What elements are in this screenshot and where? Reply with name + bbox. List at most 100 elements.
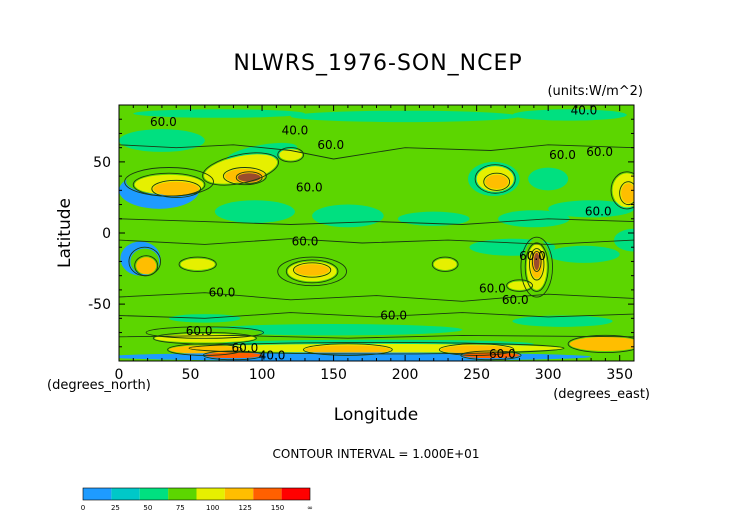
contour-line	[529, 248, 545, 281]
value-region	[304, 345, 391, 354]
contour-line	[610, 171, 634, 210]
x-tick-label: 350	[606, 367, 633, 383]
value-region	[548, 245, 620, 263]
value-region	[512, 315, 613, 327]
colorbar-swatch	[196, 488, 225, 500]
contour-line	[119, 218, 634, 225]
contour-line	[167, 343, 243, 356]
value-region	[397, 211, 470, 226]
contour-label: 60.0	[150, 115, 177, 129]
x-tick-label: 0	[115, 367, 124, 383]
y-axis-label: Latitude	[55, 198, 75, 268]
contour-line	[303, 343, 393, 356]
contour-label: 40.0	[259, 348, 286, 362]
contour-line	[474, 164, 516, 194]
x-axis: 0 50 100 150 200 250 300 350	[115, 105, 635, 383]
contour-line	[119, 292, 634, 302]
contour-line	[119, 312, 634, 319]
colorbar-label: 100	[206, 504, 219, 512]
contour-line	[222, 167, 267, 186]
contour-label: 40.0	[282, 124, 309, 138]
value-region	[613, 228, 634, 252]
y-tick-label: -50	[88, 297, 111, 313]
colorbar-label: ∞	[307, 504, 313, 512]
contour-line	[145, 326, 265, 339]
value-region	[290, 110, 520, 123]
value-region	[180, 258, 215, 270]
colorbar-swatch	[139, 488, 169, 500]
value-region	[237, 173, 261, 182]
x-tick-label: 150	[320, 367, 347, 383]
value-region	[569, 336, 634, 352]
x-tick-label: 50	[182, 367, 200, 383]
value-region	[433, 258, 457, 270]
value-region	[294, 264, 330, 276]
contour-label: 60.0	[232, 341, 259, 355]
plot-area: 60.040.060.060.060.0 60.040.060.060.060.0…	[119, 104, 634, 362]
contour-label: 60.0	[380, 308, 407, 322]
colorbar-swatch	[281, 488, 310, 500]
contour-line	[235, 171, 263, 184]
contour-line	[285, 259, 339, 284]
x-tick-label: 300	[535, 367, 562, 383]
contour-line	[178, 256, 217, 272]
contour-line	[567, 334, 634, 353]
value-region	[512, 109, 627, 121]
value-region	[498, 210, 570, 228]
contour-label: 60.0	[585, 205, 612, 219]
value-region	[204, 324, 463, 336]
contour-line	[277, 256, 347, 287]
contour-label: 60.0	[489, 347, 516, 361]
contour-line	[619, 181, 634, 206]
contour-line	[293, 262, 332, 278]
contour-line	[119, 334, 634, 339]
chart-units: (units:W/m^2)	[547, 84, 643, 99]
colorbar-label: 25	[111, 504, 120, 512]
x-unit-note: (degrees_east)	[553, 387, 650, 402]
contour-label: 60.0	[317, 138, 344, 152]
contour-label: 60.0	[292, 235, 319, 249]
value-region	[533, 252, 540, 270]
contour-label: 60.0	[186, 324, 213, 338]
value-region	[548, 200, 634, 218]
colorbar-swatch	[224, 488, 254, 500]
colorbar-label: 50	[143, 504, 152, 512]
colorbar: 0 25 50 75 100 125 150 ∞	[81, 487, 313, 512]
value-region	[119, 129, 205, 152]
y-axis: -50 0 50	[88, 104, 634, 362]
contour-line	[119, 238, 634, 245]
colorbar-label: 125	[238, 504, 251, 512]
contour-line	[524, 242, 549, 292]
value-region	[528, 167, 569, 191]
contour-label: 60.0	[479, 281, 506, 295]
contour-label: 60.0	[549, 148, 576, 162]
y-tick-label: 0	[102, 226, 111, 242]
contour-line	[132, 172, 206, 197]
colorbar-label: 150	[271, 504, 284, 512]
contour-label: 60.0	[209, 286, 236, 300]
value-region	[136, 257, 157, 275]
contour-label: 60.0	[502, 293, 529, 307]
contour-line	[506, 279, 533, 292]
colorbar-swatch	[83, 488, 112, 500]
contour-lines	[119, 144, 634, 361]
x-tick-label: 200	[392, 367, 419, 383]
value-region	[133, 109, 305, 118]
contour-label: 40.0	[571, 104, 598, 118]
contour-line	[483, 172, 511, 191]
contour-label: 60.0	[519, 249, 546, 263]
colorbar-label: 75	[176, 504, 185, 512]
chart-title: NLWRS_1976-SON_NCEP	[233, 51, 522, 76]
contour-line	[134, 255, 159, 277]
contour-line	[531, 250, 542, 272]
x-tick-label: 250	[463, 367, 490, 383]
value-region	[153, 181, 200, 197]
x-tick-label: 100	[249, 367, 276, 383]
colorbar-label: 0	[81, 504, 85, 512]
value-region	[485, 174, 509, 189]
contour-line	[431, 256, 459, 272]
value-region	[214, 200, 295, 224]
colorbar-swatch	[168, 488, 197, 500]
contour-line	[277, 147, 305, 163]
